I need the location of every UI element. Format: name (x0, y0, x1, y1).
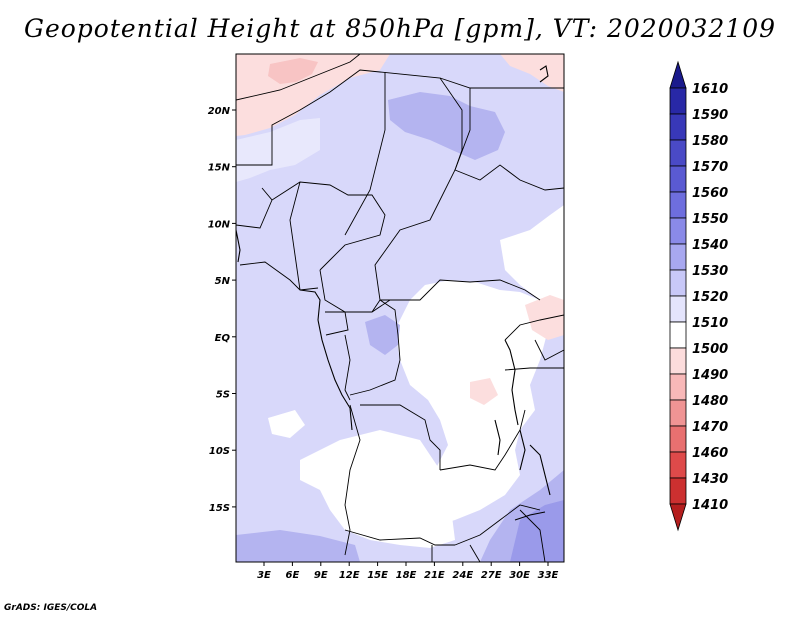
field-deeper-southeast (510, 500, 564, 562)
colorbar-box (669, 139, 687, 167)
field-white-southwest (268, 410, 305, 438)
height-field (236, 54, 564, 562)
colorbar-label: 1590 (692, 108, 728, 123)
colorbar-label: 1560 (692, 186, 728, 201)
field-pink-northeast (500, 54, 564, 92)
lon-tick-label: 6E (286, 570, 300, 581)
colorbar-box (669, 113, 687, 141)
colorbar-label: 1480 (692, 394, 728, 409)
colorbar-box (669, 477, 687, 505)
colorbar-label: 1470 (692, 420, 728, 435)
colorbar-label: 1500 (692, 342, 728, 357)
lon-tick-label: 21E (424, 570, 445, 581)
lon-tick-label: 15E (367, 570, 388, 581)
colorbar-box (669, 191, 687, 219)
colorbar-label: 1550 (692, 212, 728, 227)
colorbar-label: 1460 (692, 446, 728, 461)
lon-tick-label: 18E (396, 570, 417, 581)
lat-tick-label: 5S (216, 390, 230, 401)
colorbar-label: 1510 (692, 316, 728, 331)
coastline (236, 65, 551, 521)
lat-tick-label: 15S (209, 503, 230, 514)
colorbar-box (669, 425, 687, 453)
lon-tick-label: 3E (257, 570, 271, 581)
colorbar-label: 1570 (692, 160, 728, 175)
colorbar-box (669, 295, 687, 323)
colorbar-label: 1580 (692, 134, 728, 149)
colorbar-label: 1520 (692, 290, 728, 305)
latitude-ticks: 20N 15N 10N 5N EQ 5S 10S 15S (208, 106, 236, 514)
colorbar-box (669, 269, 687, 297)
lat-tick-label: EQ (215, 333, 231, 344)
lat-tick-label: 20N (208, 106, 231, 117)
grads-credit: GrADS: IGES/COLA (4, 603, 98, 613)
colorbar-label: 1490 (692, 368, 728, 383)
colorbar-box (669, 347, 687, 375)
field-mid-southwest (236, 530, 360, 562)
colorbar: 1610 1590 1580 1570 1560 1550 1540 1530 1520 1510… (669, 60, 728, 532)
colorbar-box (669, 87, 687, 115)
colorbar-label: 1530 (692, 264, 728, 279)
colorbar-box (669, 217, 687, 245)
lat-tick-label: 5N (215, 276, 231, 287)
field-white-east (500, 205, 564, 300)
field-white-center (395, 280, 548, 525)
lon-tick-label: 9E (314, 570, 328, 581)
colorbar-box (669, 373, 687, 401)
lon-tick-label: 27E (481, 570, 502, 581)
map-frame (235, 53, 565, 563)
field-pink-north-core (268, 58, 318, 84)
longitude-ticks: 3E 6E 9E 12E 15E 18E 21E 24E 27E 30E 33E (257, 562, 559, 581)
colorbar-box (669, 321, 687, 349)
field-pink-east (525, 295, 564, 340)
field-mid-equator (365, 315, 400, 355)
lon-tick-label: 24E (452, 570, 473, 581)
colorbar-box (669, 399, 687, 427)
map-title: Geopotential Height at 850hPa [gpm], VT:… (23, 14, 777, 43)
colorbar-box (669, 165, 687, 193)
country-boundaries (236, 54, 564, 562)
field-pink-center (470, 378, 498, 405)
colorbar-box (669, 451, 687, 479)
colorbar-label: 1430 (692, 472, 728, 487)
lon-tick-label: 30E (509, 570, 530, 581)
colorbar-bottom-arrow (669, 503, 687, 532)
colorbar-box (669, 243, 687, 271)
lon-tick-label: 12E (339, 570, 360, 581)
colorbar-label: 1540 (692, 238, 728, 253)
lat-tick-label: 10S (209, 446, 230, 457)
lat-tick-label: 10N (208, 219, 231, 230)
field-light-west (236, 118, 320, 182)
colorbar-label: 1610 (692, 82, 728, 97)
lon-tick-label: 33E (538, 570, 559, 581)
colorbar-label: 1410 (692, 498, 728, 513)
field-deep-north (388, 92, 505, 160)
colorbar-top-arrow (669, 60, 687, 89)
lat-tick-label: 15N (208, 163, 231, 174)
field-white-south (300, 430, 455, 548)
